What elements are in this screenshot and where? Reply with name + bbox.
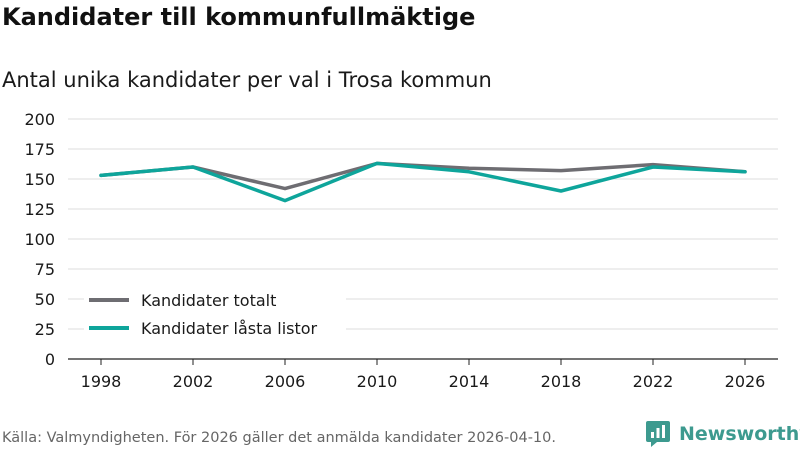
series-line-1	[99, 161, 747, 203]
x-tick-label-2014: 2014	[449, 372, 490, 391]
y-tick-label-50: 50	[35, 290, 55, 309]
x-tick-label-2026: 2026	[725, 372, 766, 391]
x-tick-label-2018: 2018	[541, 372, 582, 391]
legend-label-0: Kandidater totalt	[141, 291, 276, 310]
brand-logo: Newsworthy	[645, 420, 800, 448]
series-line-0	[99, 161, 747, 191]
x-tick-label-2006: 2006	[265, 372, 306, 391]
y-tick-label-0: 0	[45, 350, 55, 369]
legend-background	[84, 286, 346, 342]
y-tick-label-175: 175	[24, 140, 55, 159]
newsworthy-logo-icon	[646, 421, 670, 447]
y-tick-label-150: 150	[24, 170, 55, 189]
x-tick-label-1998: 1998	[81, 372, 122, 391]
y-tick-label-200: 200	[24, 110, 55, 129]
y-tick-label-75: 75	[35, 260, 55, 279]
y-tick-label-125: 125	[24, 200, 55, 219]
chart-subtitle: Antal unika kandidater per val i Trosa k…	[2, 68, 492, 92]
source-note: Källa: Valmyndigheten. För 2026 gäller d…	[2, 430, 556, 446]
x-tick-label-2022: 2022	[633, 372, 674, 391]
legend-label-1: Kandidater låsta listor	[141, 319, 318, 338]
brand-name: Newsworthy	[679, 423, 800, 445]
chart-title: Kandidater till kommunfullmäktige	[2, 3, 476, 31]
y-tick-label-25: 25	[35, 320, 55, 339]
line-chart: 0 25 50 75 100 125 150 175 200 1998 2002 2006 2010 20…	[24, 110, 778, 391]
y-tick-label-100: 100	[24, 230, 55, 249]
x-tick-label-2010: 2010	[357, 372, 398, 391]
x-tick-label-2002: 2002	[173, 372, 214, 391]
